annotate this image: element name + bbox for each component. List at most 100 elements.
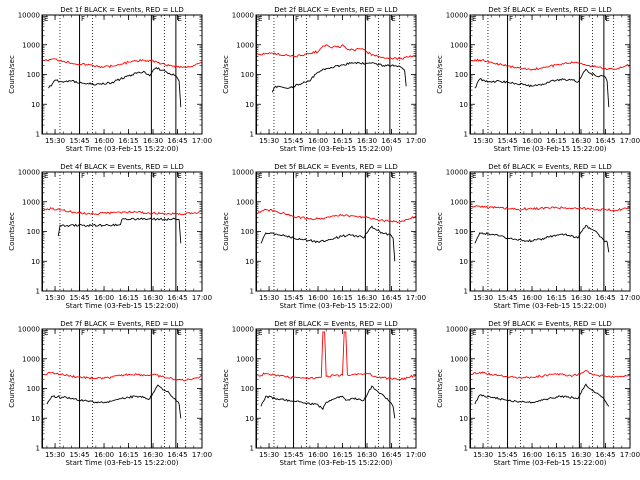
x-tick-label: 16:45 [167, 451, 187, 459]
x-tick-label: 16:15 [546, 451, 566, 459]
x-tick-label: 15:30 [473, 137, 493, 145]
y-tick-label: 1 [36, 445, 40, 453]
panel-title: Det 9f BLACK = Events, RED = LLD [488, 320, 611, 328]
plot-frame [469, 171, 631, 292]
marker-label: F [367, 329, 371, 337]
y-tick-label: 1000 [450, 198, 468, 206]
y-tick-label: 1 [464, 131, 468, 139]
x-tick-label: 15:45 [283, 451, 303, 459]
x-tick-label: 17:00 [406, 451, 426, 459]
marker-label: F [153, 329, 157, 337]
y-axis-label: Counts/sec [8, 369, 16, 408]
x-tick-label: 17:00 [192, 294, 212, 302]
x-axis-label: Start Time (03-Feb-15 15:22:00) [65, 302, 178, 310]
marker-label: E [44, 15, 48, 23]
marker-label: E [44, 172, 48, 180]
y-axis-label: Counts/sec [436, 212, 444, 251]
x-tick-label: 15:45 [69, 451, 89, 459]
events-series-line [260, 385, 396, 419]
x-tick-label: 15:30 [259, 294, 279, 302]
marker-label: F [81, 15, 85, 23]
marker-label: F [581, 172, 585, 180]
marker-label: E [472, 15, 476, 23]
events-series-line [57, 217, 182, 244]
y-tick-label: 1 [464, 288, 468, 296]
y-tick-label: 1 [250, 445, 254, 453]
marker-label: F [81, 172, 85, 180]
y-tick-label: 1000 [22, 198, 40, 206]
marker-label: E [605, 172, 609, 180]
panel-title: Det 5f BLACK = Events, RED = LLD [274, 163, 397, 171]
x-tick-label: 15:30 [259, 451, 279, 459]
x-tick-label: 16:00 [522, 294, 542, 302]
y-tick-label: 10000 [446, 12, 468, 20]
x-tick-label: 15:30 [259, 137, 279, 145]
x-tick-label: 16:45 [381, 294, 401, 302]
x-tick-label: 16:00 [94, 137, 114, 145]
y-tick-label: 100 [455, 228, 468, 236]
y-tick-label: 100 [27, 228, 40, 236]
y-tick-label: 100 [27, 71, 40, 79]
marker-label: E [177, 172, 181, 180]
marker-label: F [295, 172, 299, 180]
events-series-line [260, 225, 396, 262]
x-tick-label: 15:30 [473, 451, 493, 459]
marker-label: E [258, 172, 262, 180]
y-tick-label: 10 [31, 415, 40, 423]
x-tick-label: 16:45 [595, 451, 615, 459]
y-tick-label: 10000 [446, 326, 468, 334]
marker-label: F [581, 15, 585, 23]
y-tick-label: 1 [36, 288, 40, 296]
x-axis-label: Start Time (03-Feb-15 15:22:00) [65, 459, 178, 467]
marker-label: F [509, 15, 513, 23]
plot-frame [255, 171, 417, 292]
x-tick-label: 16:15 [332, 137, 352, 145]
panel-title: Det 3f BLACK = Events, RED = LLD [488, 6, 611, 14]
x-tick-label: 17:00 [620, 137, 640, 145]
x-tick-label: 16:45 [167, 294, 187, 302]
plot-frame [469, 14, 631, 135]
y-tick-label: 100 [455, 385, 468, 393]
y-axis-label: Counts/sec [222, 55, 230, 94]
y-tick-label: 1000 [22, 355, 40, 363]
y-tick-label: 10000 [232, 326, 254, 334]
x-tick-label: 16:15 [118, 294, 138, 302]
x-tick-label: 15:30 [45, 294, 65, 302]
y-tick-label: 1 [464, 445, 468, 453]
x-axis-label: Start Time (03-Feb-15 15:22:00) [279, 459, 392, 467]
x-tick-label: 16:15 [546, 137, 566, 145]
lld-series-line [471, 58, 630, 71]
x-tick-label: 16:00 [522, 137, 542, 145]
y-tick-label: 100 [241, 71, 254, 79]
plot-frame [41, 171, 203, 292]
x-tick-label: 16:00 [94, 294, 114, 302]
plot-frame [469, 328, 631, 449]
x-tick-label: 16:00 [308, 137, 328, 145]
x-tick-label: 16:30 [571, 137, 591, 145]
panel-title: Det 1f BLACK = Events, RED = LLD [60, 6, 183, 14]
x-tick-label: 16:45 [381, 137, 401, 145]
x-tick-label: 15:45 [283, 294, 303, 302]
events-series-line [474, 383, 610, 407]
x-tick-label: 15:30 [45, 137, 65, 145]
y-axis-label: Counts/sec [436, 55, 444, 94]
marker-label: F [509, 172, 513, 180]
y-tick-label: 10000 [232, 169, 254, 177]
plot-frame [41, 328, 203, 449]
x-tick-label: 15:45 [69, 294, 89, 302]
marker-label: E [44, 329, 48, 337]
lld-series-line [43, 371, 202, 382]
x-tick-label: 16:30 [143, 137, 163, 145]
x-tick-label: 17:00 [406, 137, 426, 145]
y-tick-label: 100 [241, 228, 254, 236]
panel-title: Det 4f BLACK = Events, RED = LLD [60, 163, 183, 171]
panel-title: Det 8f BLACK = Events, RED = LLD [274, 320, 397, 328]
y-tick-label: 1000 [236, 41, 254, 49]
x-tick-label: 15:45 [497, 451, 517, 459]
x-axis-label: Start Time (03-Feb-15 15:22:00) [279, 145, 392, 153]
lld-series-line [257, 44, 416, 61]
x-tick-label: 16:00 [522, 451, 542, 459]
